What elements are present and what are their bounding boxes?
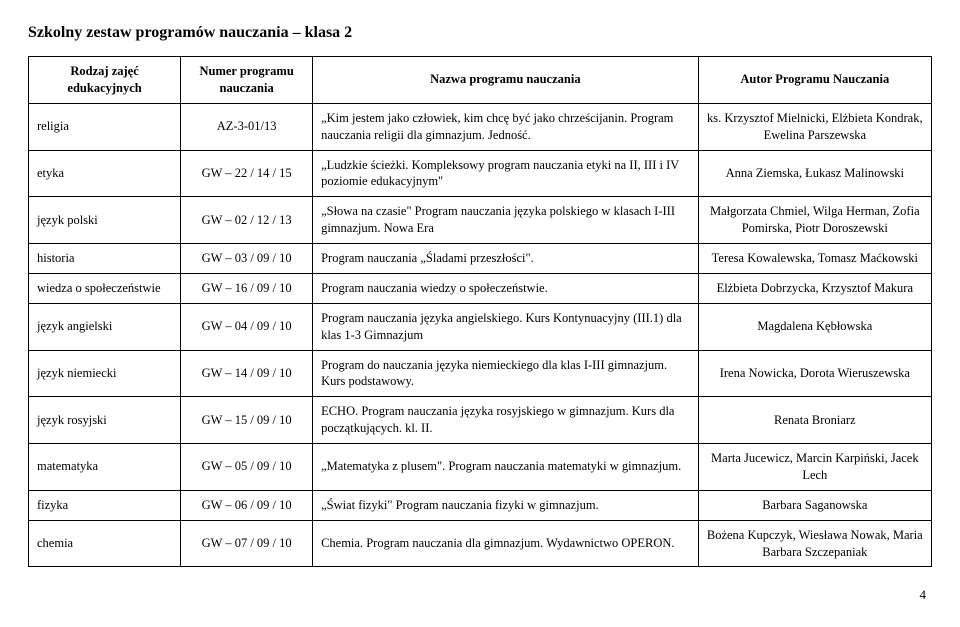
header-subject: Rodzaj zajęć edukacyjnych: [29, 57, 181, 104]
table-body: religia AZ-3-01/13 „Kim jestem jako czło…: [29, 103, 932, 567]
table-row: język niemiecki GW – 14 / 09 / 10 Progra…: [29, 350, 932, 397]
cell-name: „Kim jestem jako człowiek, kim chcę być …: [313, 103, 699, 150]
table-row: historia GW – 03 / 09 / 10 Program naucz…: [29, 244, 932, 274]
cell-subject: język polski: [29, 197, 181, 244]
page-title: Szkolny zestaw programów nauczania – kla…: [28, 24, 932, 42]
table-row: matematyka GW – 05 / 09 / 10 „Matematyka…: [29, 444, 932, 491]
cell-number: GW – 22 / 14 / 15: [181, 150, 313, 197]
cell-subject: język niemiecki: [29, 350, 181, 397]
cell-name: „Matematyka z plusem". Program nauczania…: [313, 444, 699, 491]
page-number: 4: [28, 587, 932, 603]
cell-number: GW – 07 / 09 / 10: [181, 520, 313, 567]
cell-name: Program nauczania języka angielskiego. K…: [313, 303, 699, 350]
cell-name: „Świat fizyki" Program nauczania fizyki …: [313, 490, 699, 520]
cell-name: „Słowa na czasie" Program nauczania języ…: [313, 197, 699, 244]
cell-number: GW – 03 / 09 / 10: [181, 244, 313, 274]
table-row: język polski GW – 02 / 12 / 13 „Słowa na…: [29, 197, 932, 244]
header-name: Nazwa programu nauczania: [313, 57, 699, 104]
curriculum-table: Rodzaj zajęć edukacyjnych Numer programu…: [28, 56, 932, 567]
cell-author: Magdalena Kębłowska: [698, 303, 931, 350]
cell-number: GW – 05 / 09 / 10: [181, 444, 313, 491]
table-row: chemia GW – 07 / 09 / 10 Chemia. Program…: [29, 520, 932, 567]
table-header-row: Rodzaj zajęć edukacyjnych Numer programu…: [29, 57, 932, 104]
cell-number: AZ-3-01/13: [181, 103, 313, 150]
cell-author: Barbara Saganowska: [698, 490, 931, 520]
cell-number: GW – 15 / 09 / 10: [181, 397, 313, 444]
cell-subject: fizyka: [29, 490, 181, 520]
cell-subject: wiedza o społeczeństwie: [29, 273, 181, 303]
cell-number: GW – 02 / 12 / 13: [181, 197, 313, 244]
header-author: Autor Programu Nauczania: [698, 57, 931, 104]
cell-number: GW – 16 / 09 / 10: [181, 273, 313, 303]
cell-name: „Ludzkie ścieżki. Kompleksowy program na…: [313, 150, 699, 197]
cell-name: Chemia. Program nauczania dla gimnazjum.…: [313, 520, 699, 567]
cell-name: Program nauczania „Śladami przeszłości".: [313, 244, 699, 274]
cell-subject: etyka: [29, 150, 181, 197]
cell-subject: język rosyjski: [29, 397, 181, 444]
cell-number: GW – 14 / 09 / 10: [181, 350, 313, 397]
cell-subject: matematyka: [29, 444, 181, 491]
cell-subject: język angielski: [29, 303, 181, 350]
cell-number: GW – 06 / 09 / 10: [181, 490, 313, 520]
cell-author: ks. Krzysztof Mielnicki, Elżbieta Kondra…: [698, 103, 931, 150]
cell-name: Program do nauczania języka niemieckiego…: [313, 350, 699, 397]
cell-author: Renata Broniarz: [698, 397, 931, 444]
cell-author: Anna Ziemska, Łukasz Malinowski: [698, 150, 931, 197]
table-row: religia AZ-3-01/13 „Kim jestem jako czło…: [29, 103, 932, 150]
table-row: etyka GW – 22 / 14 / 15 „Ludzkie ścieżki…: [29, 150, 932, 197]
cell-name: ECHO. Program nauczania języka rosyjskie…: [313, 397, 699, 444]
cell-author: Małgorzata Chmiel, Wilga Herman, Zofia P…: [698, 197, 931, 244]
cell-author: Marta Jucewicz, Marcin Karpiński, Jacek …: [698, 444, 931, 491]
cell-subject: historia: [29, 244, 181, 274]
table-row: wiedza o społeczeństwie GW – 16 / 09 / 1…: [29, 273, 932, 303]
cell-author: Elżbieta Dobrzycka, Krzysztof Makura: [698, 273, 931, 303]
cell-author: Teresa Kowalewska, Tomasz Maćkowski: [698, 244, 931, 274]
table-row: język rosyjski GW – 15 / 09 / 10 ECHO. P…: [29, 397, 932, 444]
cell-subject: chemia: [29, 520, 181, 567]
cell-subject: religia: [29, 103, 181, 150]
table-row: fizyka GW – 06 / 09 / 10 „Świat fizyki" …: [29, 490, 932, 520]
cell-author: Irena Nowicka, Dorota Wieruszewska: [698, 350, 931, 397]
header-number: Numer programu nauczania: [181, 57, 313, 104]
table-row: język angielski GW – 04 / 09 / 10 Progra…: [29, 303, 932, 350]
cell-author: Bożena Kupczyk, Wiesława Nowak, Maria Ba…: [698, 520, 931, 567]
cell-name: Program nauczania wiedzy o społeczeństwi…: [313, 273, 699, 303]
cell-number: GW – 04 / 09 / 10: [181, 303, 313, 350]
